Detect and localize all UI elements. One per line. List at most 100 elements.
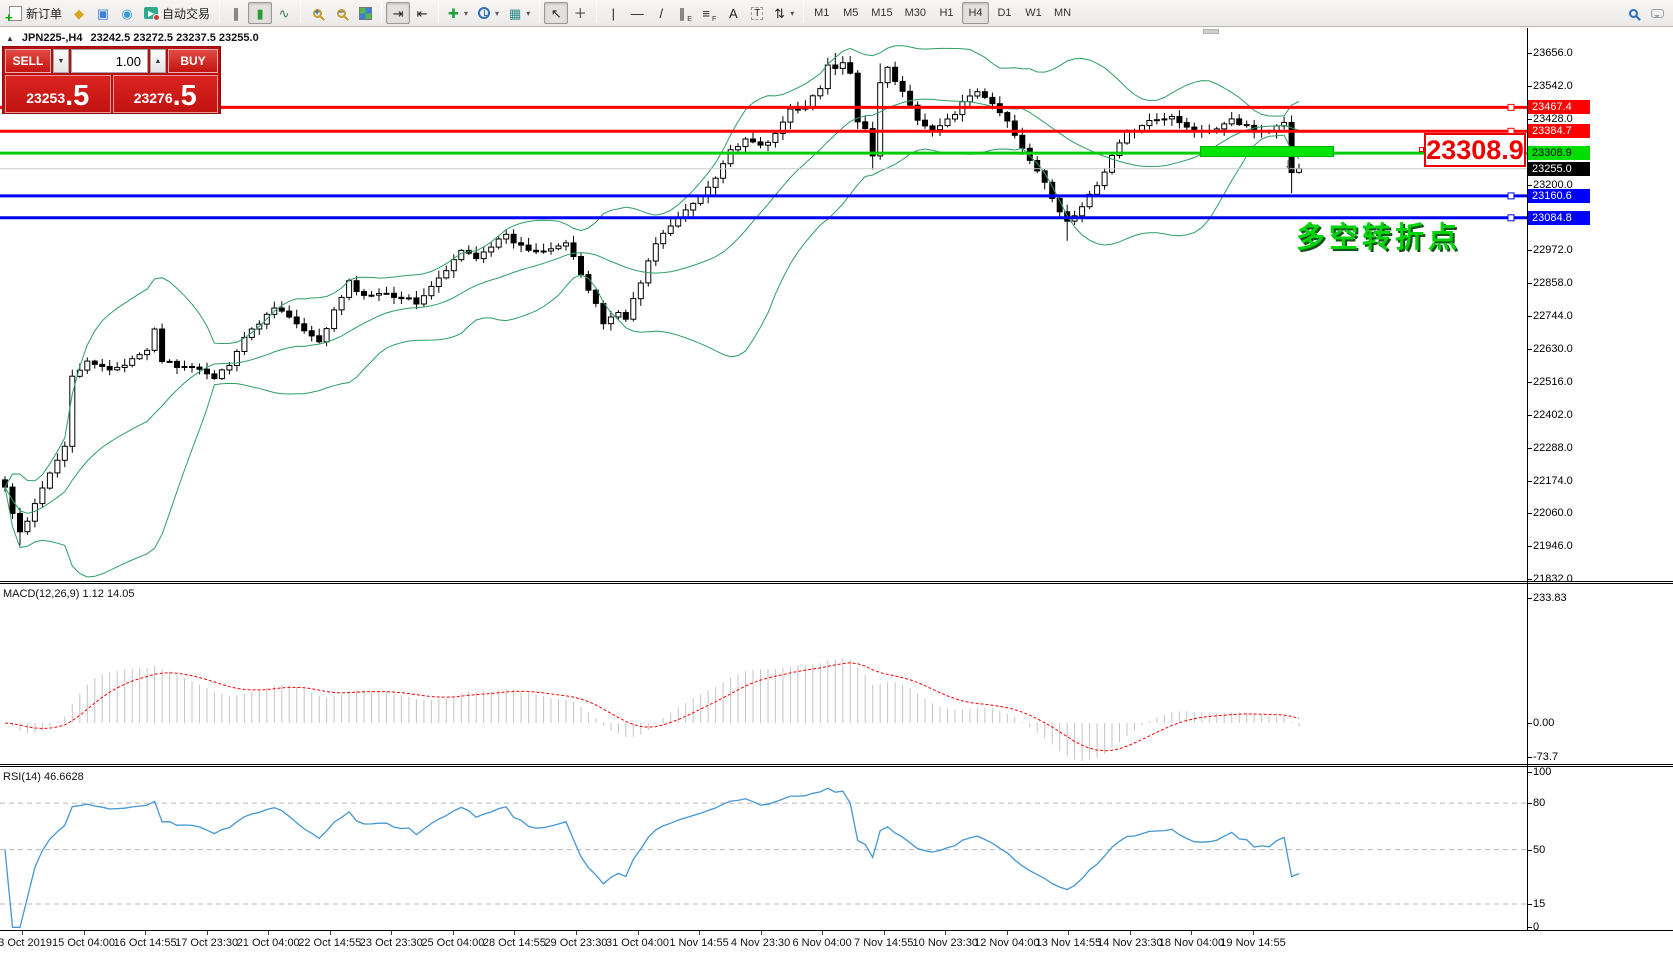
bar-chart-button[interactable]: ∥ (224, 2, 248, 24)
date-tick (83, 931, 85, 935)
panel-divider[interactable] (0, 583, 1673, 584)
cursor-button[interactable]: ↖ (544, 2, 569, 24)
macd-label-row: MACD(12,26,9) 1.12 14.05 (3, 588, 134, 600)
templates-icon: ▦ (508, 5, 522, 21)
rsi-tick (1527, 927, 1532, 929)
indicators-button[interactable]: ✚ ▾ (443, 2, 473, 24)
trendline-button[interactable]: / (649, 2, 673, 24)
collapse-panel-arrow[interactable]: ▲ (6, 33, 14, 43)
autotrading-button[interactable]: ▶ 自动交易 (139, 2, 215, 24)
channel-button[interactable]: ∥ E (673, 2, 697, 24)
vertical-line-icon: | (611, 5, 615, 21)
callout-anchor-square (1419, 147, 1424, 152)
macd-tick-label: 233.83 (1533, 592, 1567, 604)
candlestick-icon: ▮ (256, 5, 264, 21)
price-level-tag-23160.6[interactable]: 23160.6 (1528, 188, 1590, 203)
timeframe-button-m30[interactable]: M30 (904, 7, 927, 19)
rsi-tick-label: 80 (1533, 797, 1546, 810)
rsi-tick-label: 0 (1533, 921, 1540, 934)
toolbar-separator (219, 3, 221, 23)
chart-scrollbar-thumb[interactable] (1203, 29, 1219, 34)
volume-input[interactable]: 1.00 (71, 49, 148, 73)
toolbar-separator (596, 3, 598, 23)
price-level-tag-23084.8[interactable]: 23084.8 (1528, 210, 1590, 225)
panel-divider[interactable] (0, 581, 1673, 582)
new-order-button[interactable]: 新订单 (4, 2, 67, 25)
ask-price-box[interactable]: 23276 .5 (112, 75, 218, 113)
panel-divider[interactable] (0, 766, 1673, 767)
auto-scroll-button[interactable]: ⇥ (386, 2, 411, 24)
rsi-tick (1527, 772, 1532, 773)
chart-shift-button[interactable]: ⇤ (410, 2, 434, 24)
down-arrow-marker[interactable]: ⇩ (1284, 158, 1295, 172)
price-tick-label: 22174.0 (1533, 474, 1573, 487)
periods-button[interactable]: ▾ (473, 2, 504, 24)
price-level-tag-23255.0[interactable]: 23255.0 (1528, 161, 1590, 176)
price-tick-label: 22972.0 (1533, 244, 1573, 257)
bid-price-box[interactable]: 23253 .5 (5, 75, 111, 113)
timeframe-button-m15[interactable]: M15 (871, 7, 893, 19)
zoom-in-button[interactable]: + (305, 2, 329, 24)
date-tick (637, 931, 639, 935)
panel-divider[interactable] (0, 764, 1673, 765)
volume-increase-button[interactable]: ▲ (150, 49, 166, 73)
horizontal-line-button[interactable]: — (625, 2, 649, 24)
zoom-in-icon: + (312, 6, 322, 18)
timeframe-button-m1[interactable]: M1 (814, 7, 830, 19)
crosshair-button[interactable]: ＋ (568, 2, 592, 24)
volume-decrease-button[interactable]: ▼ (53, 49, 69, 73)
timeframe-button-h1[interactable]: H1 (939, 7, 954, 19)
market-watch-button[interactable]: ◆ (67, 2, 91, 24)
price-tick (1527, 480, 1532, 482)
signals-button[interactable]: ◉ (115, 2, 139, 24)
price-level-tag-23467.4[interactable]: 23467.4 (1528, 100, 1590, 115)
text-icon: A (728, 5, 738, 21)
vertical-line-button[interactable]: | (601, 2, 625, 24)
rsi-tick-label: 15 (1533, 898, 1546, 910)
text-button[interactable]: A (721, 2, 745, 24)
price-tick (1527, 579, 1532, 581)
annotation-text-cn[interactable]: 多空转折点 (1296, 222, 1462, 254)
date-tick-label: 13 Oct 2019 (0, 937, 52, 949)
navigator-button[interactable]: ▣ (91, 2, 115, 24)
zoom-out-icon: − (336, 6, 346, 18)
chat-button[interactable] (1645, 2, 1669, 24)
arrows-button[interactable]: ⇅ ▾ (769, 2, 799, 24)
bid-big-digit: .5 (65, 80, 90, 112)
price-tick (1527, 184, 1532, 186)
zoom-out-button[interactable]: − (329, 2, 353, 24)
macd-current-values: 1.12 14.05 (82, 588, 135, 600)
timeframe-button-h4[interactable]: H4 (962, 2, 990, 24)
date-tick (514, 931, 516, 935)
timeframe-button-m5[interactable]: M5 (843, 7, 859, 19)
search-icon (1628, 8, 1638, 18)
timeframe-button-d1[interactable]: D1 (997, 7, 1012, 19)
green-highlight-bar[interactable] (1200, 146, 1334, 157)
search-button[interactable] (1621, 2, 1645, 24)
sell-button[interactable]: SELL (5, 49, 51, 73)
templates-button[interactable]: ▦ ▾ (504, 2, 535, 24)
cursor-icon: ↖ (550, 5, 562, 21)
date-tick-label: 21 Oct 04:00 (236, 937, 300, 949)
text-label-button[interactable]: T (745, 2, 769, 24)
navigator-icon: ▣ (96, 5, 110, 21)
timeframe-button-w1[interactable]: W1 (1025, 7, 1042, 19)
price-tick (1527, 546, 1532, 548)
macd-tick (1527, 598, 1532, 599)
tile-windows-button[interactable] (353, 2, 377, 24)
candlestick-chart-button[interactable]: ▮ (248, 2, 273, 24)
price-callout-label[interactable]: 23308.9 (1419, 133, 1526, 167)
buy-button[interactable]: BUY (168, 49, 218, 73)
toolbar-separator (803, 3, 805, 23)
chart-bottom-border (0, 930, 1673, 931)
date-tick-label: 1 Nov 14:55 (669, 937, 729, 949)
chart-area[interactable]: ▲ JPN225-,H4 23242.5 23272.5 23237.5 232… (0, 28, 1673, 953)
callout-price-text: 23308.9 (1426, 134, 1524, 165)
price-level-tag-23384.7[interactable]: 23384.7 (1528, 124, 1590, 139)
price-level-tag-23308.9[interactable]: 23308.9 (1528, 146, 1590, 161)
channel-icon: ∥ (678, 5, 686, 21)
fibonacci-button[interactable]: ≡ F (697, 2, 721, 24)
timeframe-button-mn[interactable]: MN (1054, 7, 1072, 19)
line-chart-button[interactable]: ∿ (272, 2, 296, 24)
